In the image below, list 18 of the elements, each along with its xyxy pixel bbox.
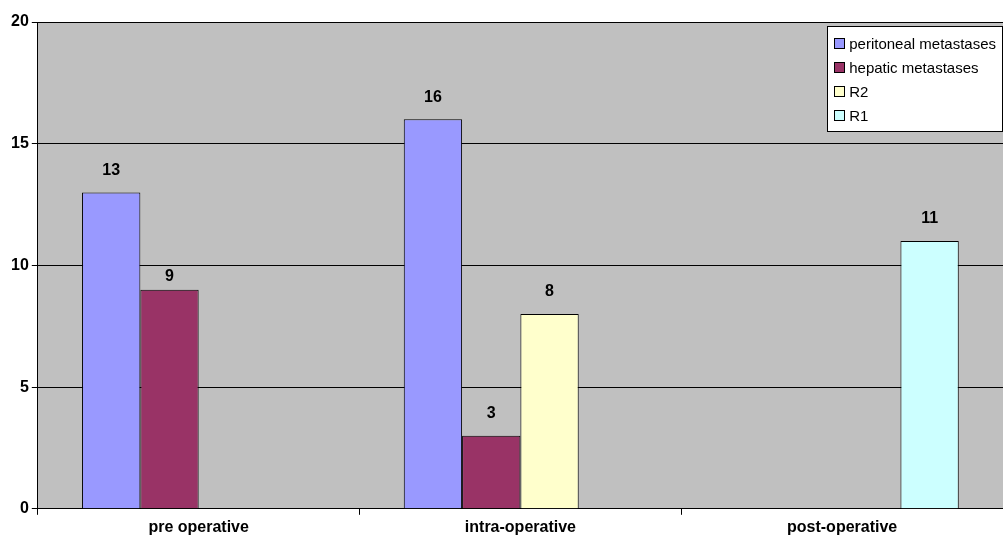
y-tick-label: 5 (19, 377, 29, 395)
x-tick-label: intra-operative (464, 517, 577, 535)
legend-label: R1 (848, 105, 870, 126)
data-label: 8 (545, 282, 555, 300)
y-tick-label: 20 (11, 12, 29, 30)
data-label: 13 (102, 160, 121, 178)
data-label: 16 (424, 87, 442, 105)
data-label: 11 (921, 209, 939, 227)
y-tick-label: 10 (11, 255, 29, 273)
data-label: 3 (486, 404, 496, 422)
y-tick-label: 15 (11, 134, 29, 152)
legend-label: hepatic metastases (848, 57, 980, 78)
y-tick-label: 0 (19, 499, 29, 517)
data-label: 9 (165, 267, 175, 285)
legend-label: peritoneal metastases (848, 33, 996, 54)
legend-label: R2 (848, 81, 870, 102)
x-tick-label: post-operative (787, 517, 898, 535)
x-tick-label: pre operative (148, 517, 250, 535)
